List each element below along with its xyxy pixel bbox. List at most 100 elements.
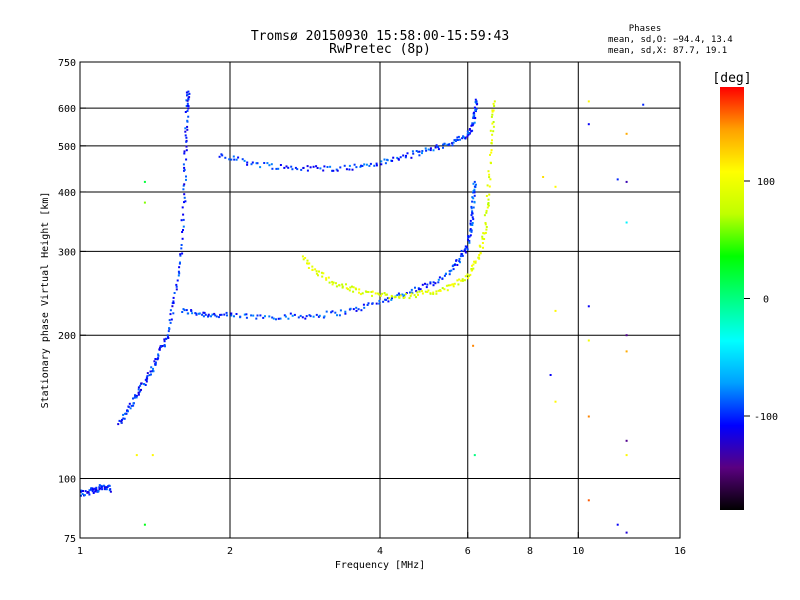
data-point <box>182 213 185 216</box>
data-point <box>625 439 628 442</box>
data-point <box>183 201 185 204</box>
data-point <box>434 146 437 149</box>
data-point <box>204 313 207 316</box>
data-point <box>277 317 280 320</box>
data-point <box>251 161 254 164</box>
data-point <box>424 147 427 150</box>
data-point <box>408 297 411 300</box>
data-point <box>465 245 468 248</box>
data-point <box>451 144 454 147</box>
data-point <box>263 162 266 164</box>
data-point <box>397 292 400 295</box>
data-point <box>304 317 307 320</box>
data-point <box>90 488 93 491</box>
data-point <box>362 303 365 306</box>
data-point <box>483 232 486 235</box>
data-point <box>185 99 188 102</box>
data-point <box>491 133 494 136</box>
data-point <box>252 314 255 317</box>
data-point <box>184 127 187 130</box>
data-point <box>365 163 368 166</box>
data-point <box>338 314 341 317</box>
data-point <box>470 229 473 232</box>
data-point <box>481 235 484 238</box>
data-point <box>158 348 161 351</box>
data-point <box>359 165 362 168</box>
data-point <box>467 238 469 241</box>
data-point <box>297 316 300 319</box>
x-tick-label: 10 <box>572 546 584 557</box>
data-point <box>186 99 189 102</box>
data-point <box>469 222 472 225</box>
data-point <box>488 176 491 179</box>
data-point <box>429 147 432 150</box>
data-point <box>417 288 420 291</box>
data-point <box>425 149 428 152</box>
data-point <box>443 274 446 277</box>
data-point <box>471 222 474 224</box>
data-point <box>181 311 184 313</box>
data-point <box>470 205 473 208</box>
data-point <box>275 167 278 170</box>
data-point <box>404 293 407 296</box>
data-point <box>470 130 473 133</box>
data-point <box>80 489 83 492</box>
data-point <box>466 248 469 251</box>
data-point <box>167 337 170 339</box>
data-point <box>467 236 470 239</box>
data-point <box>306 169 309 172</box>
data-point <box>245 316 248 319</box>
data-point <box>435 292 438 295</box>
data-point <box>421 152 423 155</box>
data-point <box>429 281 432 284</box>
data-point <box>327 276 330 279</box>
data-point <box>335 285 338 288</box>
data-point <box>185 175 187 178</box>
data-point <box>185 91 188 94</box>
data-point <box>246 161 249 164</box>
data-point <box>587 415 590 418</box>
data-point <box>616 523 619 526</box>
data-point <box>492 125 495 128</box>
data-point <box>182 308 185 311</box>
data-point <box>486 206 489 209</box>
data-point <box>325 277 328 280</box>
data-point <box>457 135 460 138</box>
data-point <box>250 163 253 166</box>
data-point <box>203 311 206 314</box>
data-point <box>382 300 385 303</box>
data-point <box>259 166 262 169</box>
data-point <box>386 297 389 300</box>
data-point <box>472 206 475 209</box>
data-point <box>473 201 476 204</box>
data-point <box>246 163 249 166</box>
data-point <box>475 100 478 103</box>
data-point <box>473 260 476 263</box>
data-point <box>435 290 438 293</box>
data-point <box>473 111 475 114</box>
data-point <box>386 159 389 162</box>
data-point <box>418 150 421 153</box>
data-point <box>361 292 364 295</box>
data-point <box>469 219 472 222</box>
data-point <box>233 158 236 161</box>
data-point <box>469 234 472 237</box>
data-point <box>99 487 102 490</box>
data-point <box>184 130 187 133</box>
data-point <box>214 314 217 317</box>
data-point <box>343 164 346 167</box>
data-point <box>186 93 189 96</box>
data-point <box>245 313 248 316</box>
data-point <box>287 166 290 169</box>
data-point <box>256 162 259 165</box>
data-point <box>493 100 496 103</box>
data-point <box>306 259 309 262</box>
data-point <box>186 102 189 105</box>
data-point <box>143 383 145 385</box>
data-point <box>187 98 190 101</box>
data-point <box>183 150 186 153</box>
data-point <box>490 162 492 165</box>
data-point <box>109 488 112 491</box>
data-point <box>397 296 400 299</box>
data-point <box>383 158 386 161</box>
